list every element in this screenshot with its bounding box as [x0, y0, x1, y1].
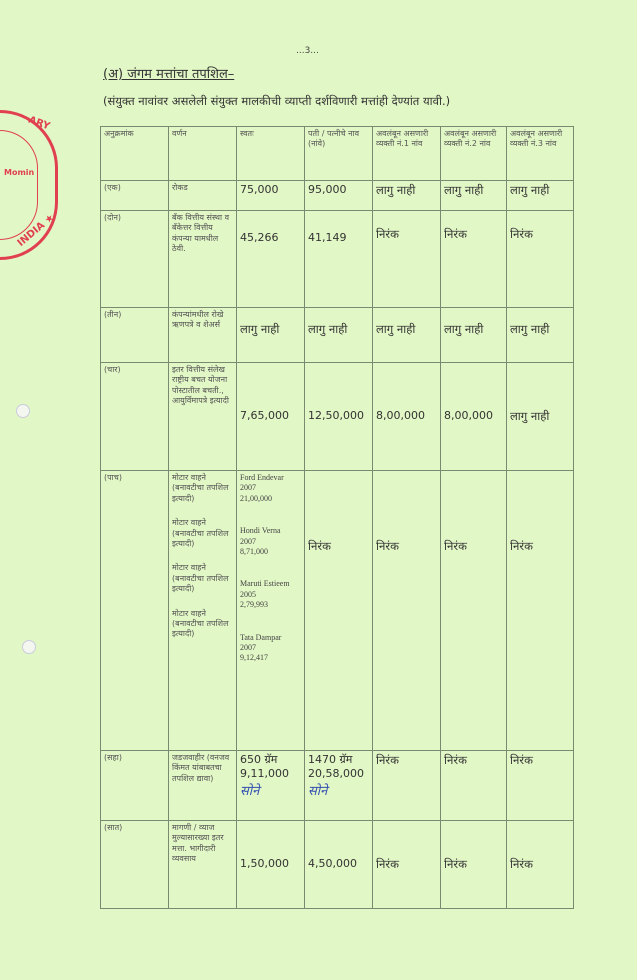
dependent3-value: निरंक [506, 210, 574, 308]
vehicle-entry: Maruti Estieem 2005 2,79,993 [240, 579, 301, 610]
section-subtitle: (संयुक्त नावांवर असलेली संयुक्त मालकीची … [103, 94, 451, 108]
vehicle-entry: Hondi Verna 2007 8,71,000 [240, 526, 301, 557]
row-description: मोटार वाहने (बनावटीचा तपशिल इत्यादी) मोट… [168, 470, 237, 751]
dependent3-value: लागु नाही [506, 180, 574, 211]
row-description: मागणी / व्याज मुल्यासारख्या इतर मत्ता. भ… [168, 820, 237, 909]
dependent2-value: लागु नाही [440, 307, 507, 363]
spouse-value: 95,000 [304, 180, 373, 211]
dependent2-value: लागु नाही [440, 180, 507, 211]
vehicle-description: मोटार वाहने (बनावटीचा तपशिल इत्यादी) [172, 563, 229, 594]
self-value: 75,000 [236, 180, 305, 211]
punch-hole [16, 404, 30, 418]
spouse-value: 12,50,000 [304, 362, 373, 471]
vehicle-year: 2007 [240, 536, 256, 546]
table-row: (तीन) कंपन्यांमधील रोखे ऋणपत्रे व शेअर्स… [100, 307, 574, 363]
dependent2-value: निरंक [440, 820, 507, 909]
vehicle-value: 21,00,000 [240, 493, 272, 503]
table-row: (पाच) मोटार वाहने (बनावटीचा तपशिल इत्याद… [100, 470, 574, 751]
dependent3-value: निरंक [506, 470, 574, 751]
dependent1-value: निरंक [372, 820, 441, 909]
dependent3-value: निरंक [506, 820, 574, 909]
vehicle-description: मोटार वाहने (बनावटीचा तपशिल इत्यादी) [172, 608, 229, 639]
spouse-value: 1470 ग्रॅम 20,58,000 सोने [304, 750, 373, 821]
vehicle-value: 2,79,993 [240, 600, 268, 610]
vehicle-description: मोटार वाहने (बनावटीचा तपशिल इत्यादी) [172, 473, 229, 503]
table-row: (चार) इतर वित्तीय संलेख राष्ट्रीय बचत यो… [100, 362, 574, 471]
dependent1-value: निरंक [372, 750, 441, 821]
dependent3-value: लागु नाही [506, 362, 574, 471]
spouse-value: निरंक [304, 470, 373, 751]
section-title: (अ) जंगम मत्तांचा तपशिल– [103, 67, 235, 82]
self-value: 7,65,000 [236, 362, 305, 471]
self-value: लागु नाही [236, 307, 305, 363]
header-cell: स्वतः [236, 126, 305, 181]
self-value: 650 ग्रॅम 9,11,000 सोने [236, 750, 305, 821]
vehicle-model: Hondi Verna [240, 526, 281, 536]
spouse-value: 4,50,000 [304, 820, 373, 909]
row-number: (तीन) [100, 307, 169, 363]
dependent1-value: निरंक [372, 210, 441, 308]
row-description: जडजवाहीर (वनजव किंमत यांबाबतचा तपशिल द्य… [168, 750, 237, 821]
vehicle-year: 2007 [240, 642, 256, 652]
dependent1-value: निरंक [372, 470, 441, 751]
dependent3-value: लागु नाही [506, 307, 574, 363]
row-description: कंपन्यांमधील रोखे ऋणपत्रे व शेअर्स [168, 307, 237, 363]
spouse-weight: 1470 ग्रॅम [308, 753, 353, 766]
table-row: (सात) मागणी / व्याज मुल्यासारख्या इतर मत… [100, 820, 574, 909]
header-cell: अवलंबून असणारी व्यक्ती नं.1 नांव [372, 126, 441, 181]
header-cell: वर्णन [168, 126, 237, 181]
spouse-amount: 20,58,000 [308, 767, 364, 781]
row-number: (पाच) [100, 470, 169, 751]
header-cell: पती / पत्नीचे नाव (नांवे) [304, 126, 373, 181]
punch-hole [22, 640, 36, 654]
row-description: इतर वित्तीय संलेख राष्ट्रीय बचत योजना पो… [168, 362, 237, 471]
row-number: (एक) [100, 180, 169, 211]
vehicle-model: Tata Dampar [240, 632, 282, 642]
spouse-value: 41,149 [304, 210, 373, 308]
handwritten-note: सोने [240, 783, 260, 799]
dependent2-value: निरंक [440, 750, 507, 821]
vehicle-year: 2005 [240, 589, 256, 599]
self-value: 1,50,000 [236, 820, 305, 909]
vehicle-model: Ford Endevar [240, 473, 284, 482]
spouse-value: लागु नाही [304, 307, 373, 363]
row-number: (दोन) [100, 210, 169, 308]
dependent1-value: लागु नाही [372, 307, 441, 363]
row-description: बँक वित्तीय संस्था व बँकेत्तर वित्तीय कं… [168, 210, 237, 308]
dependent2-value: 8,00,000 [440, 362, 507, 471]
header-cell: अनुक्रमांक [100, 126, 169, 181]
vehicle-value: 9,12,417 [240, 653, 268, 663]
row-description: रोकड [168, 180, 237, 211]
dependent1-value: लागु नाही [372, 180, 441, 211]
movable-assets-table: अनुक्रमांक वर्णन स्वतः पती / पत्नीचे नाव… [100, 126, 574, 909]
vehicle-entry: Ford Endevar 2007 21,00,000 [240, 473, 301, 504]
table-row: (दोन) बँक वित्तीय संस्था व बँकेत्तर वित्… [100, 210, 574, 308]
row-number: (सात) [100, 820, 169, 909]
page-number: ...3... [296, 46, 319, 56]
handwritten-note: सोने [308, 783, 328, 799]
header-cell: अवलंबून असणारी व्यक्ती नं.2 नांव [440, 126, 507, 181]
seal-text: Momin [4, 168, 35, 177]
vehicle-value: 8,71,000 [240, 546, 268, 556]
self-value: 45,266 [236, 210, 305, 308]
vehicle-model: Maruti Estieem [240, 579, 290, 589]
dependent2-value: निरंक [440, 210, 507, 308]
vehicle-description: मोटार वाहने (बनावटीचा तपशिल इत्यादी) [172, 518, 229, 548]
row-number: (चार) [100, 362, 169, 471]
self-amount: 9,11,000 [240, 767, 289, 781]
row-number: (सहा) [100, 750, 169, 821]
table-row: (सहा) जडजवाहीर (वनजव किंमत यांबाबतचा तपश… [100, 750, 574, 821]
dependent3-value: निरंक [506, 750, 574, 821]
dependent1-value: 8,00,000 [372, 362, 441, 471]
self-value: Ford Endevar 2007 21,00,000 Hondi Verna 200… [236, 470, 305, 751]
table-header-row: अनुक्रमांक वर्णन स्वतः पती / पत्नीचे नाव… [100, 126, 574, 181]
dependent2-value: निरंक [440, 470, 507, 751]
table-row: (एक) रोकड 75,000 95,000 लागु नाही लागु न… [100, 180, 574, 211]
vehicle-entry: Tata Dampar 2007 9,12,417 [240, 633, 301, 664]
vehicle-year: 2007 [240, 483, 256, 493]
header-cell: अवलंबून असणारी व्यक्ती नं.3 नांव [506, 126, 574, 181]
self-weight: 650 ग्रॅम [240, 753, 278, 766]
